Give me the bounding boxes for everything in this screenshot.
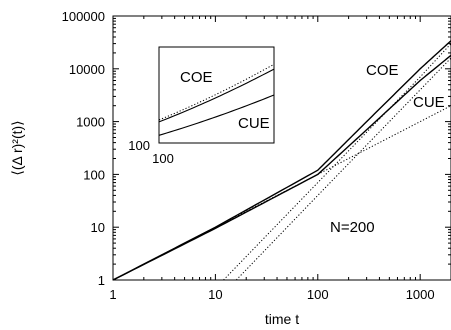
main-ticks: 1 10 100 1000 1 10 100 1000 10000 100000 bbox=[62, 9, 451, 302]
y-tick-label: 1000 bbox=[76, 115, 105, 130]
x-tick-label: 10 bbox=[208, 287, 222, 302]
inset-series-line-1 bbox=[158, 94, 275, 136]
x-tick-label: 100 bbox=[307, 287, 329, 302]
inset-x-tick-label: 100 bbox=[152, 151, 174, 166]
plot-frame bbox=[112, 15, 451, 281]
x-tick-label: 1 bbox=[109, 287, 116, 302]
x-axis-title: time t bbox=[265, 311, 299, 327]
series-line-1 bbox=[112, 54, 451, 281]
y-axis-title: ⟨(Δ r)²(t)⟩ bbox=[9, 120, 25, 175]
series-line-2 bbox=[223, 43, 451, 281]
annotation-cue: CUE bbox=[413, 94, 445, 111]
y-tick-label: 10000 bbox=[69, 62, 105, 77]
y-tick-label: 100000 bbox=[62, 9, 105, 24]
inset-series-line-0 bbox=[158, 68, 275, 123]
series-line-4 bbox=[112, 105, 451, 281]
inset-annotation-coe: COE bbox=[180, 69, 213, 86]
y-tick-label: 10 bbox=[91, 220, 105, 235]
annotation-coe: COE bbox=[366, 62, 399, 79]
series-line-3 bbox=[235, 57, 451, 281]
inset-frame bbox=[158, 46, 275, 144]
inset-y-tick-label: 100 bbox=[128, 138, 150, 153]
inset-annotation-cue: CUE bbox=[238, 115, 270, 132]
annotation-n200: N=200 bbox=[330, 219, 375, 236]
x-tick-label: 1000 bbox=[406, 287, 435, 302]
inset-series-line-2 bbox=[158, 63, 275, 121]
inset-series bbox=[158, 63, 275, 136]
y-tick-label: 100 bbox=[83, 167, 105, 182]
y-tick-label: 1 bbox=[98, 273, 105, 288]
main-series bbox=[112, 40, 451, 281]
